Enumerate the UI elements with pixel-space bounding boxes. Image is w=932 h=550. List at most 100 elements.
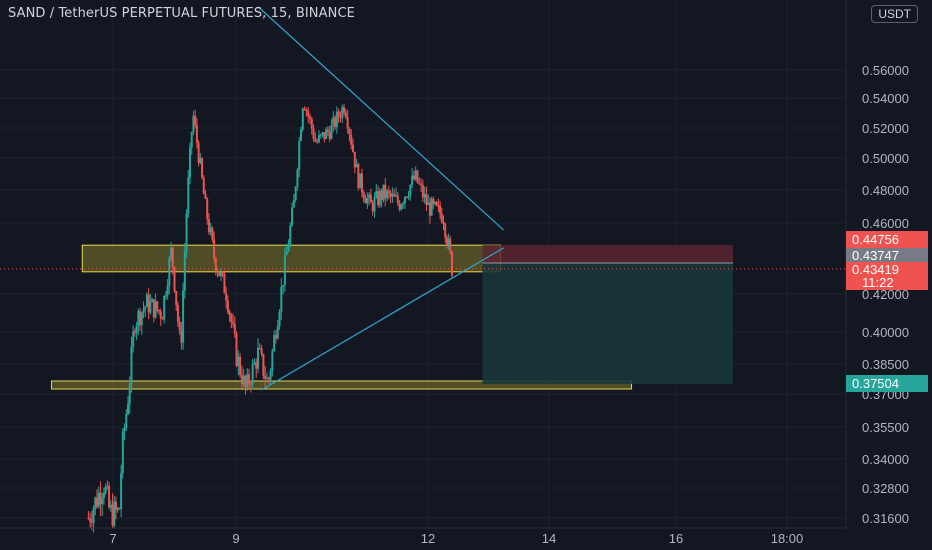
price-tick-label: 0.32800 bbox=[862, 481, 909, 496]
candle-body bbox=[196, 125, 198, 143]
candle-body bbox=[330, 125, 332, 139]
candle-body bbox=[261, 349, 263, 354]
candle-body bbox=[146, 295, 148, 307]
candle-body bbox=[397, 196, 399, 203]
candle-body bbox=[323, 132, 325, 139]
candle-body bbox=[255, 362, 257, 368]
candle-body bbox=[368, 195, 370, 198]
candle-body bbox=[266, 378, 268, 379]
candle-body bbox=[192, 116, 194, 132]
candle-body bbox=[218, 273, 220, 276]
time-axis[interactable]: 7 9 12 14 16 18:00 bbox=[0, 528, 846, 546]
candle-body bbox=[373, 197, 375, 211]
candle-body bbox=[361, 173, 363, 192]
candle-body bbox=[108, 486, 110, 507]
candle-body bbox=[345, 113, 347, 117]
candle-body bbox=[252, 364, 254, 384]
candle-body bbox=[357, 164, 359, 188]
candle-body bbox=[289, 226, 291, 245]
candle-body bbox=[395, 196, 397, 197]
candle-body bbox=[130, 347, 132, 384]
candle-body bbox=[137, 311, 139, 326]
candle-body bbox=[172, 247, 174, 266]
candle-body bbox=[229, 312, 231, 315]
candle-body bbox=[165, 295, 167, 296]
candle-body bbox=[199, 158, 201, 163]
candle-body bbox=[201, 158, 203, 177]
candle-body bbox=[106, 486, 108, 487]
candle-body bbox=[243, 376, 245, 384]
candle-body bbox=[87, 518, 89, 519]
candle-body bbox=[422, 185, 424, 198]
candle-body bbox=[198, 143, 200, 163]
candle-body bbox=[442, 222, 444, 224]
candle-body bbox=[271, 351, 273, 371]
candle-body bbox=[177, 305, 179, 321]
candle-body bbox=[393, 194, 395, 196]
candle-body bbox=[182, 290, 184, 342]
candle-body bbox=[270, 371, 272, 380]
time-tick-label: 18:00 bbox=[771, 531, 804, 546]
candle-body bbox=[420, 184, 422, 185]
candle-body bbox=[241, 375, 243, 385]
candle-body bbox=[439, 205, 441, 213]
candle-body bbox=[279, 312, 281, 326]
candle-body bbox=[167, 286, 169, 296]
candle-body bbox=[314, 139, 316, 142]
candle-body bbox=[127, 404, 129, 414]
zone-rectangle[interactable] bbox=[82, 245, 500, 272]
candle-body bbox=[352, 145, 354, 152]
candle-body bbox=[210, 228, 212, 232]
candle-body bbox=[163, 296, 165, 320]
candle-body bbox=[180, 331, 182, 343]
candle-body bbox=[379, 191, 381, 205]
candle-body bbox=[382, 185, 384, 200]
candle-body bbox=[444, 224, 446, 237]
candle-body bbox=[211, 228, 213, 240]
candle-body bbox=[363, 192, 365, 198]
candle-body bbox=[354, 152, 356, 167]
candle-body bbox=[112, 505, 114, 526]
candle-body bbox=[158, 310, 160, 311]
candle-body bbox=[377, 191, 379, 205]
chart-title: SAND / TetherUS PERPETUAL FUTURES, 15, B… bbox=[8, 6, 355, 21]
candle-body bbox=[122, 431, 124, 473]
price-tick-label: 0.40000 bbox=[862, 325, 909, 340]
price-tick-label: 0.35500 bbox=[862, 420, 909, 435]
candle-body bbox=[284, 255, 286, 285]
candle-body bbox=[179, 322, 181, 331]
candle-body bbox=[402, 203, 404, 204]
candle-body bbox=[388, 191, 390, 193]
candle-body bbox=[277, 326, 279, 339]
candle-body bbox=[98, 493, 100, 507]
candle-body bbox=[234, 324, 236, 333]
candle-body bbox=[94, 498, 96, 509]
candle-body bbox=[418, 183, 420, 184]
candle-body bbox=[400, 205, 402, 210]
time-tick-label: 7 bbox=[109, 531, 116, 546]
candle-body bbox=[113, 501, 115, 525]
candle-body bbox=[329, 132, 331, 139]
candle-body bbox=[307, 111, 309, 116]
candle-body bbox=[390, 193, 392, 197]
candle-body bbox=[417, 170, 419, 182]
candle-body bbox=[296, 170, 298, 187]
time-tick-label: 9 bbox=[232, 531, 239, 546]
candle-body bbox=[305, 110, 307, 111]
candle-body bbox=[413, 176, 415, 180]
candle-body bbox=[341, 107, 343, 118]
price-tick-label: 0.54000 bbox=[862, 91, 909, 106]
candle-body bbox=[204, 194, 206, 199]
candle-body bbox=[399, 203, 401, 210]
candle-body bbox=[225, 293, 227, 300]
candle-body bbox=[293, 200, 295, 208]
candle-body bbox=[246, 374, 248, 387]
time-tick-label: 12 bbox=[421, 531, 435, 546]
currency-selector-button[interactable]: USDT bbox=[871, 5, 918, 23]
candle-body bbox=[118, 508, 120, 509]
candle-body bbox=[309, 116, 311, 118]
candle-body bbox=[105, 487, 107, 493]
candle-body bbox=[168, 259, 170, 286]
candle-body bbox=[424, 194, 426, 198]
